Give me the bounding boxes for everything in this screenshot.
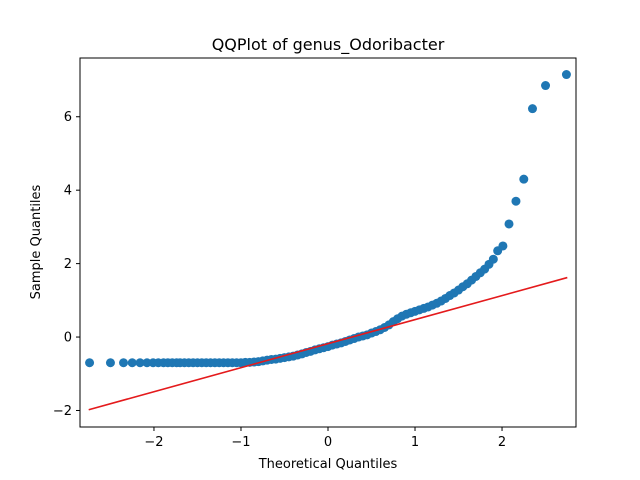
data-point [498,241,508,251]
x-tick-label: 2 [498,435,506,450]
data-point [488,254,498,264]
reference-line [88,276,568,411]
y-tick-label: −2 [53,404,72,419]
reference-line-group [88,276,568,411]
data-point [85,358,95,368]
x-tick-label: 0 [324,435,332,450]
y-tick-label: 6 [64,110,72,125]
x-tick-label: 1 [411,435,419,450]
data-point [561,70,571,80]
data-point [527,104,537,114]
y-tick-label: 4 [64,184,72,199]
x-axis-ticks: −2 −1 0 1 2 [144,427,506,450]
data-point [135,358,145,368]
x-tick-label: −1 [231,435,250,450]
y-axis-ticks: −2 0 2 4 6 [53,110,80,419]
y-tick-label: 2 [64,257,72,272]
y-tick-label: 0 [64,331,72,346]
data-point [127,358,137,368]
data-point [519,174,529,184]
data-point [105,358,115,368]
data-point [504,219,514,229]
data-point [541,81,551,91]
x-axis-label: Theoretical Quantiles [258,457,398,472]
chart-title: QQPlot of genus_Odoribacter [212,35,445,55]
data-points [85,70,571,368]
data-point [511,196,521,206]
data-point [119,358,129,368]
x-tick-label: −2 [144,435,163,450]
y-axis-label: Sample Quantiles [29,184,44,299]
